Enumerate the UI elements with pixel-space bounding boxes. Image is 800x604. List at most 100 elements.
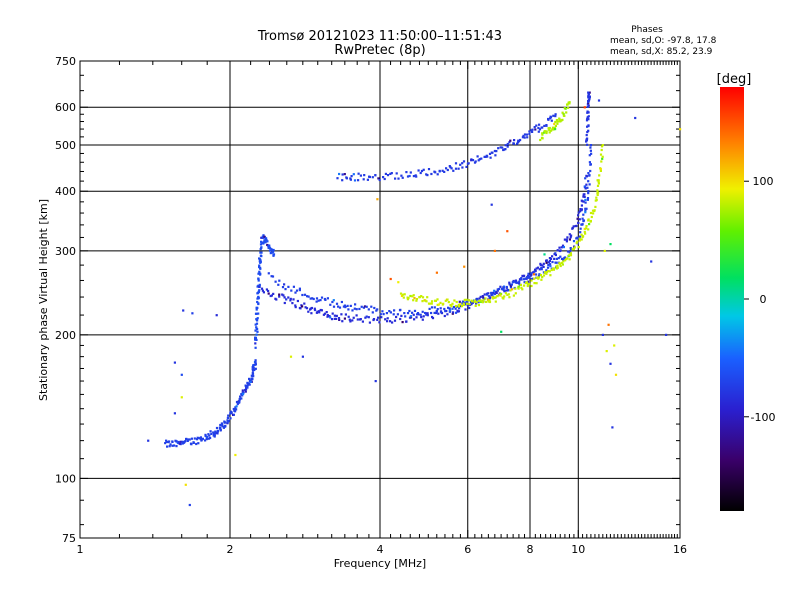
data-point bbox=[474, 299, 477, 302]
y-tick-label: 500 bbox=[55, 139, 76, 152]
data-point bbox=[580, 238, 583, 241]
data-point bbox=[341, 173, 344, 176]
data-point bbox=[545, 270, 549, 274]
data-point bbox=[584, 211, 587, 214]
data-point bbox=[584, 207, 587, 210]
data-point bbox=[269, 247, 272, 250]
data-point bbox=[613, 344, 616, 347]
data-point bbox=[258, 283, 261, 286]
data-point bbox=[226, 421, 229, 424]
data-point bbox=[258, 266, 261, 269]
data-point bbox=[463, 298, 466, 301]
data-point bbox=[263, 239, 266, 242]
data-point bbox=[306, 295, 309, 298]
data-point bbox=[197, 442, 200, 445]
data-point bbox=[475, 301, 478, 304]
data-point bbox=[528, 283, 531, 286]
data-point bbox=[254, 359, 257, 362]
data-point bbox=[420, 316, 423, 319]
data-point bbox=[596, 192, 599, 195]
data-point bbox=[578, 218, 581, 221]
data-point bbox=[474, 160, 477, 163]
data-point bbox=[295, 289, 299, 292]
y-tick-label: 300 bbox=[55, 245, 76, 258]
data-point bbox=[533, 277, 536, 280]
data-point bbox=[256, 330, 259, 333]
data-point bbox=[568, 102, 571, 105]
data-point bbox=[205, 438, 208, 441]
data-point bbox=[580, 208, 583, 211]
data-point bbox=[514, 287, 517, 290]
data-point bbox=[512, 294, 515, 297]
data-point bbox=[415, 299, 418, 302]
data-point bbox=[572, 247, 575, 250]
data-point bbox=[578, 239, 581, 242]
data-point bbox=[584, 177, 587, 180]
data-point bbox=[533, 126, 536, 129]
data-point bbox=[181, 440, 184, 443]
data-point bbox=[413, 318, 416, 321]
data-point bbox=[305, 307, 309, 310]
data-point bbox=[381, 310, 384, 313]
data-point bbox=[451, 302, 454, 305]
data-point bbox=[311, 297, 314, 300]
data-point bbox=[590, 152, 593, 155]
data-point bbox=[521, 136, 524, 139]
data-point bbox=[542, 262, 545, 265]
data-point bbox=[363, 305, 367, 308]
data-point bbox=[525, 133, 528, 136]
data-point bbox=[430, 306, 434, 309]
data-point bbox=[415, 316, 418, 319]
data-point bbox=[359, 318, 362, 321]
data-point bbox=[303, 302, 306, 305]
data-point bbox=[251, 378, 254, 381]
data-point bbox=[430, 172, 433, 176]
data-point bbox=[340, 313, 343, 316]
x-tick-label: 6 bbox=[464, 543, 471, 556]
data-point bbox=[238, 400, 241, 403]
data-point bbox=[450, 305, 453, 308]
data-point bbox=[253, 363, 256, 366]
data-point bbox=[234, 453, 237, 457]
data-point bbox=[559, 264, 562, 268]
data-point bbox=[552, 268, 555, 271]
data-point bbox=[425, 173, 428, 176]
data-point bbox=[357, 172, 360, 175]
chart-subtitle: RwPretec (8p) bbox=[334, 43, 425, 58]
data-point bbox=[262, 291, 265, 294]
data-point bbox=[599, 153, 603, 156]
data-point bbox=[605, 350, 608, 353]
data-point bbox=[199, 438, 202, 441]
data-point bbox=[582, 195, 585, 198]
data-point bbox=[568, 238, 571, 241]
data-point bbox=[488, 152, 492, 155]
data-point bbox=[301, 293, 304, 297]
data-point bbox=[376, 198, 379, 201]
data-point bbox=[468, 306, 471, 310]
data-point bbox=[568, 258, 571, 261]
data-point bbox=[589, 144, 593, 147]
data-point bbox=[219, 429, 222, 432]
data-point bbox=[561, 244, 565, 247]
data-point bbox=[207, 433, 210, 436]
data-point bbox=[479, 300, 483, 303]
data-point bbox=[281, 286, 285, 289]
data-point bbox=[545, 124, 548, 127]
data-point bbox=[478, 299, 481, 302]
data-point bbox=[173, 361, 176, 364]
data-point bbox=[361, 320, 364, 323]
data-point bbox=[244, 390, 247, 393]
data-point bbox=[561, 111, 564, 114]
data-point bbox=[351, 319, 354, 322]
data-point bbox=[400, 294, 404, 297]
data-point bbox=[572, 240, 576, 243]
stats-line-o: mean, sd,O: -97.8, 17.8 bbox=[610, 36, 717, 46]
data-point bbox=[315, 297, 319, 300]
data-point bbox=[545, 131, 548, 135]
data-point bbox=[523, 136, 526, 139]
data-point bbox=[556, 120, 559, 123]
data-point bbox=[509, 289, 512, 292]
data-point bbox=[182, 309, 185, 312]
data-point bbox=[320, 309, 323, 312]
data-point bbox=[413, 297, 416, 300]
